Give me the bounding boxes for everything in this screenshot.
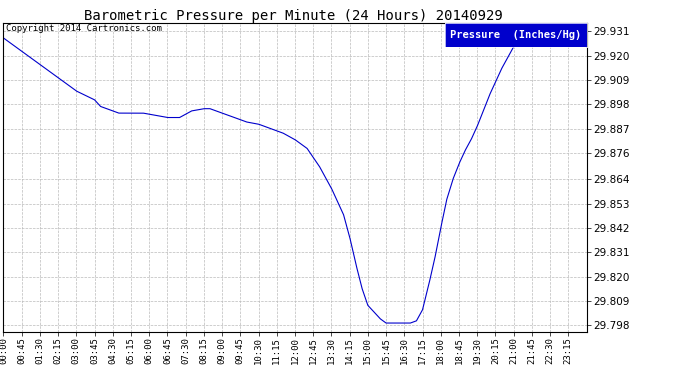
- Text: Barometric Pressure per Minute (24 Hours) 20140929: Barometric Pressure per Minute (24 Hours…: [84, 9, 502, 23]
- Text: Pressure  (Inches/Hg): Pressure (Inches/Hg): [450, 30, 582, 40]
- Text: Copyright 2014 Cartronics.com: Copyright 2014 Cartronics.com: [6, 24, 161, 33]
